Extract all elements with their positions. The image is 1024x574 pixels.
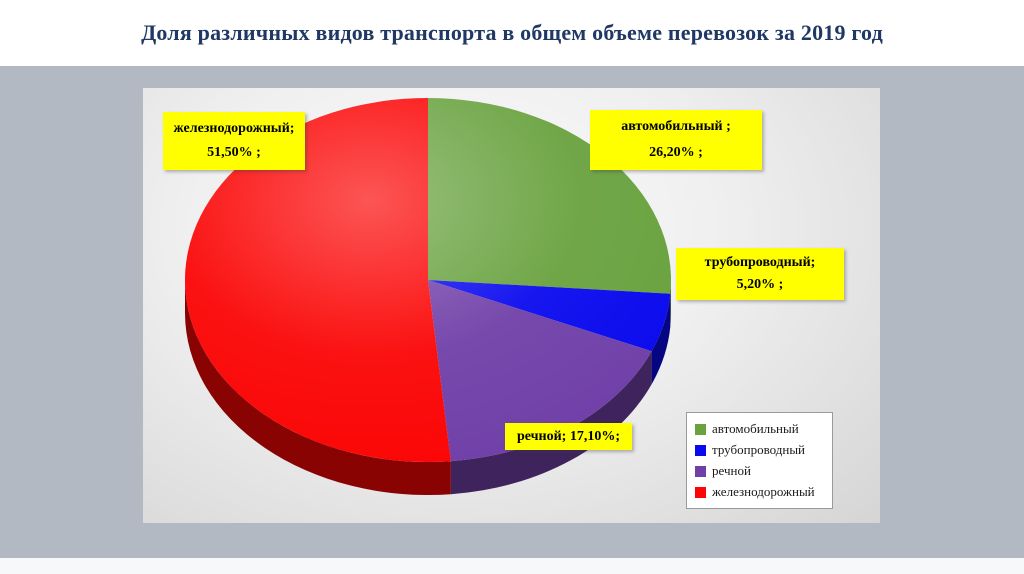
legend-item-road: автомобильный — [695, 422, 824, 436]
pie-wall-railway — [185, 280, 451, 496]
callout-pipeline-line2: 5,20% ; — [736, 277, 784, 293]
callout-river-line1: речной; 17,10%; — [516, 428, 620, 444]
callout-pipeline-line1: трубопроводный; — [704, 254, 816, 270]
legend-item-river: речной — [695, 464, 824, 478]
legend-label-road: автомобильный — [712, 421, 799, 436]
pie-wall-pipeline — [651, 293, 671, 385]
slide-title: Доля различных видов транспорта в общем … — [141, 20, 883, 45]
chart-plot-area: железнодорожный; 51,50% ; автомобильный … — [143, 88, 880, 523]
legend-label-railway: железнодорожный — [712, 484, 815, 499]
legend-label-pipeline: трубопроводный — [712, 442, 806, 457]
callout-pipeline: трубопроводный; 5,20% ; — [676, 248, 844, 300]
callout-railway: железнодорожный; 51,50% ; — [163, 112, 305, 170]
pie-wall-river — [450, 351, 652, 495]
pie-shine-highlight — [185, 98, 671, 462]
callout-road-line1: автомобильный ; — [621, 119, 731, 135]
slide-footer-strip — [0, 558, 1024, 574]
callout-railway-line2: 51,50% ; — [207, 145, 261, 161]
title-bar: Доля различных видов транспорта в общем … — [0, 0, 1024, 66]
legend-swatch-pipeline — [695, 444, 706, 456]
pie-wall-road — [670, 280, 671, 327]
legend-label-river: речной — [712, 463, 751, 478]
pie-3d-chart — [184, 98, 672, 496]
legend-swatch-railway — [695, 486, 706, 498]
legend-swatch-road — [695, 423, 706, 435]
callout-road: автомобильный ; 26,20% ; — [590, 110, 762, 170]
legend-item-railway: железнодорожный — [695, 485, 824, 499]
callout-railway-line1: железнодорожный; — [173, 120, 295, 136]
legend-item-pipeline: трубопроводный — [695, 443, 824, 457]
callout-river: речной; 17,10%; — [505, 423, 632, 450]
chart-legend: автомобильный трубопроводный речной желе… — [686, 412, 833, 509]
callout-road-line2: 26,20% ; — [649, 144, 703, 160]
legend-swatch-river — [695, 465, 706, 477]
